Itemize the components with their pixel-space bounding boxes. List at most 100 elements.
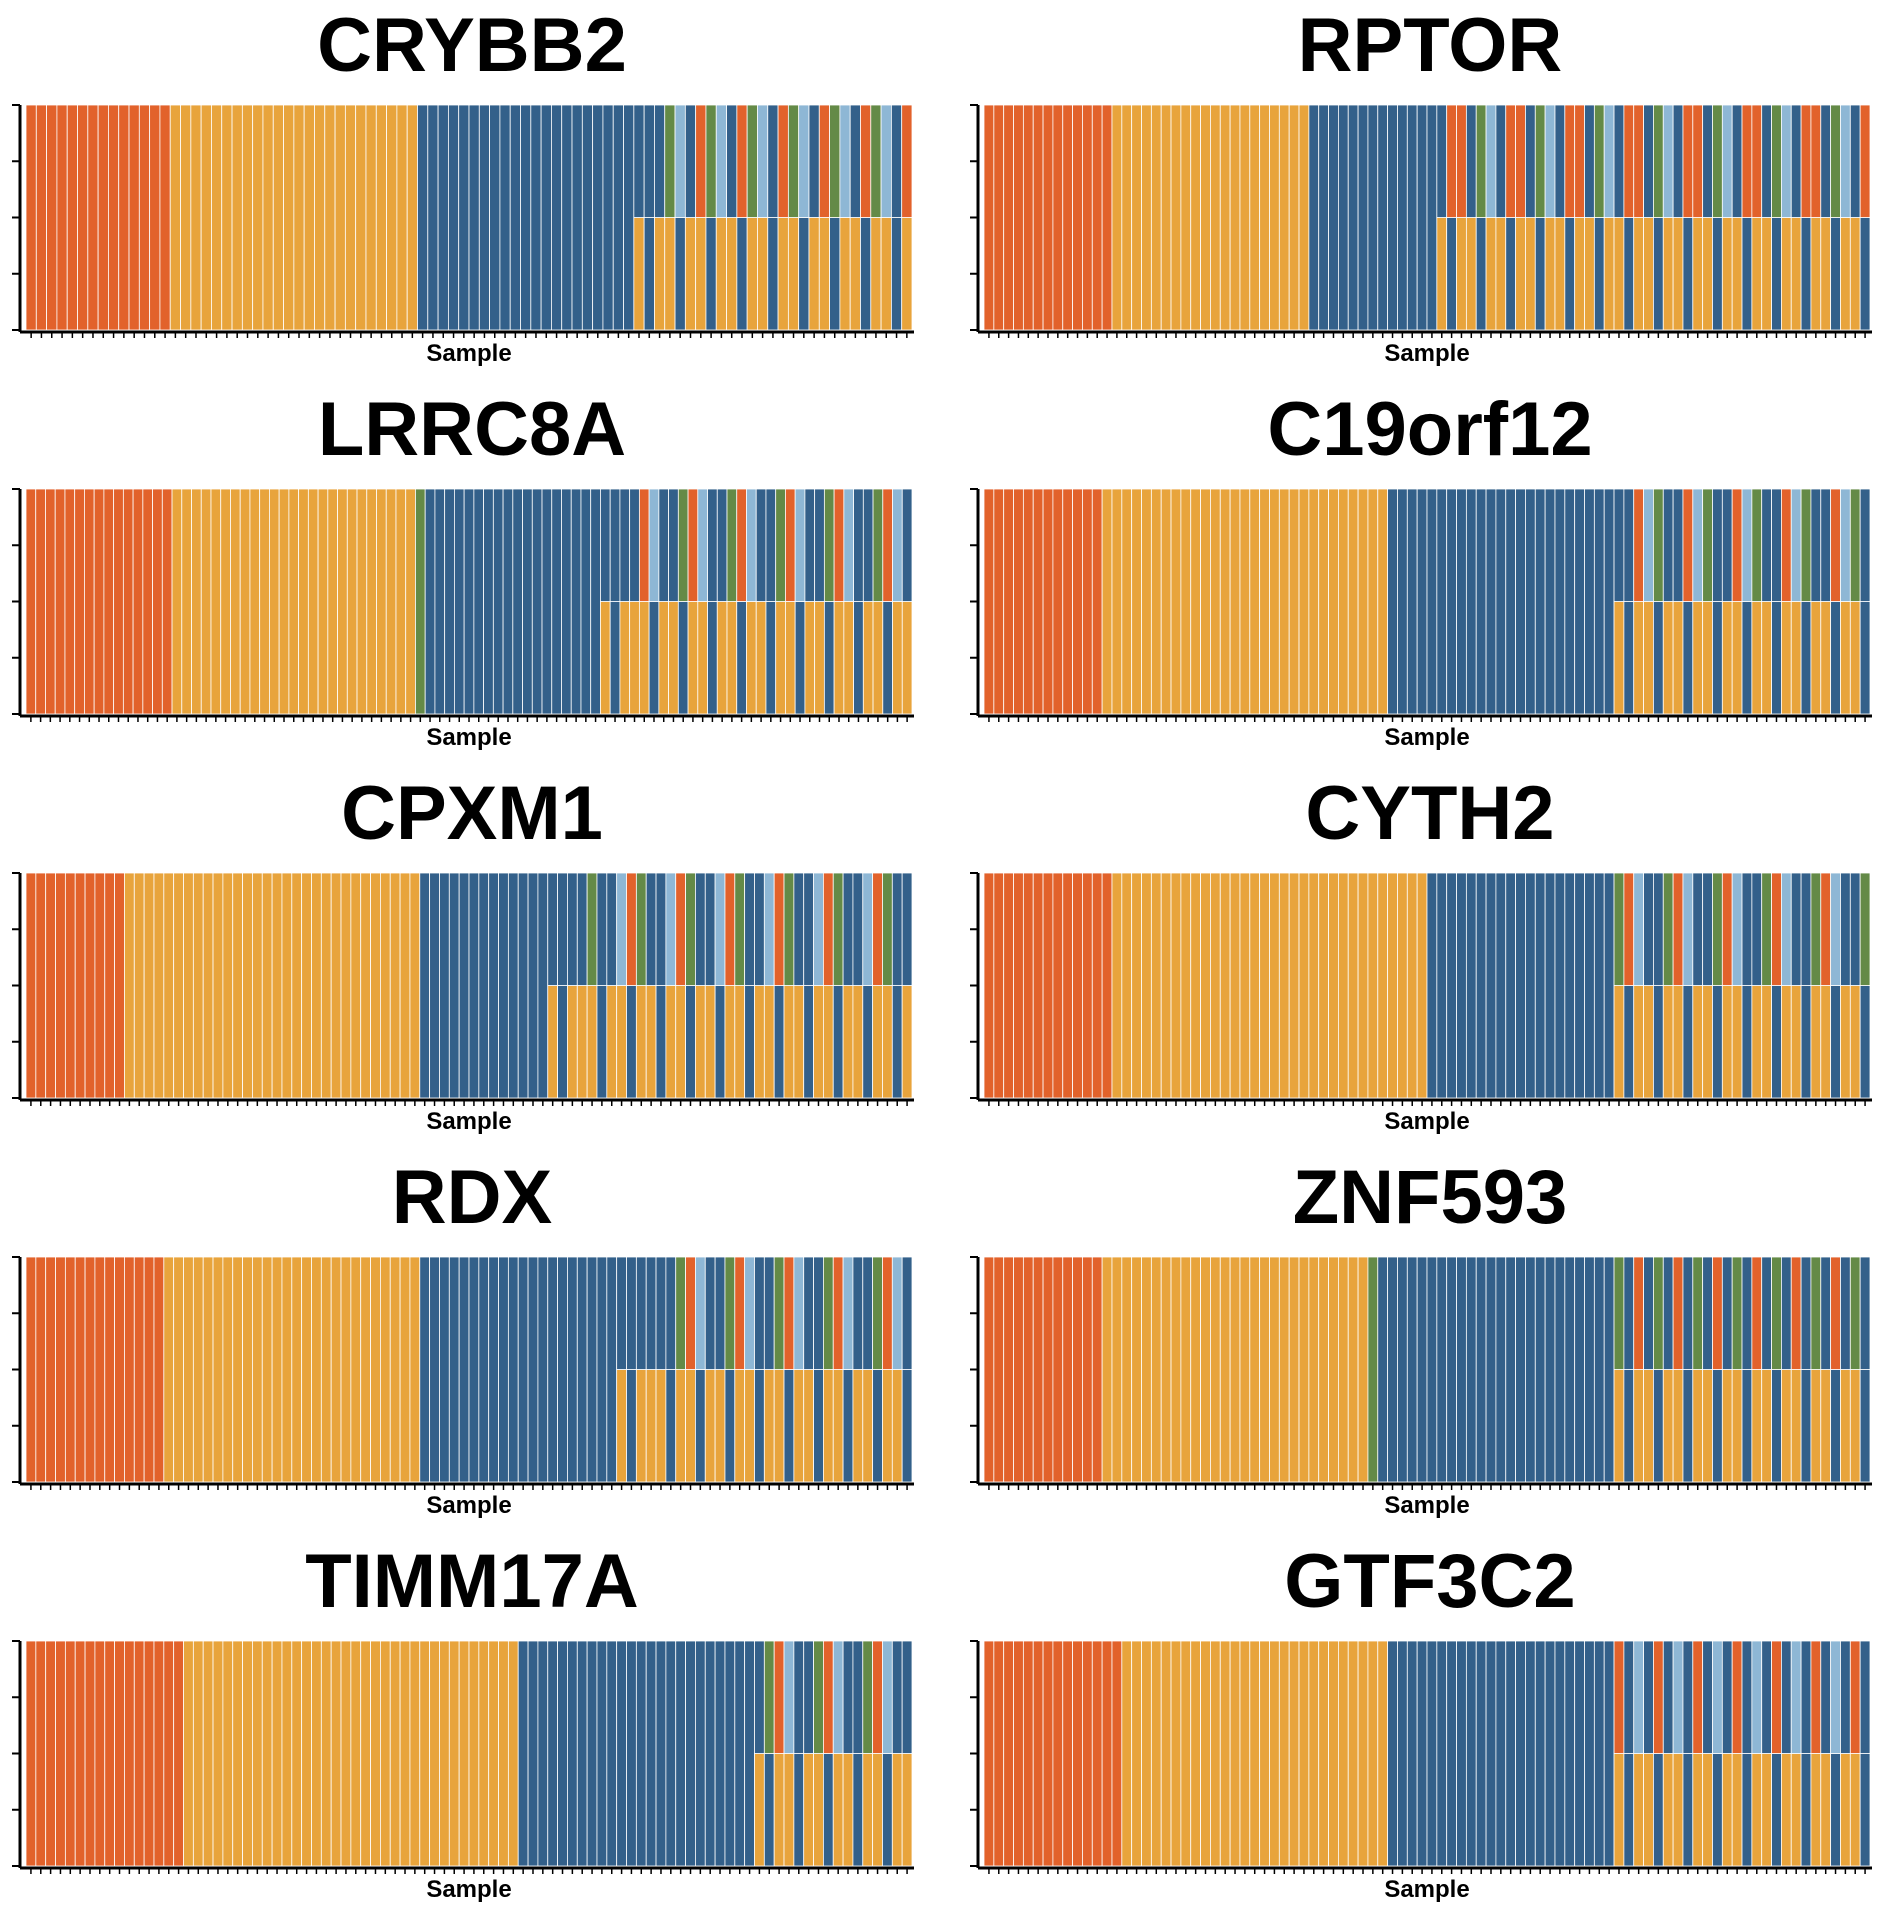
bar-segment-orange-red <box>1771 872 1782 986</box>
bar-segment-dark-blue <box>773 985 785 1099</box>
bar-segment-orange-red <box>993 104 1005 331</box>
bar-segment-orange-red <box>1072 1640 1083 1867</box>
bar-segment-dark-blue <box>517 872 529 1099</box>
bar-segment-orange-red <box>736 488 747 602</box>
bar-segment-dark-blue <box>1721 1640 1733 1754</box>
bar-segment-gold <box>1239 104 1251 331</box>
bar-segment-gold <box>1554 217 1566 331</box>
bar-segment-olive-green <box>677 488 689 602</box>
bar-segment-light-blue <box>832 1640 844 1754</box>
bar-segment-dark-blue <box>561 104 573 331</box>
bar-segment-dark-blue <box>1643 1256 1654 1370</box>
bar-segment-dark-blue <box>707 601 718 715</box>
bar-segment-dark-blue <box>1525 1256 1536 1483</box>
bar-segment-dark-blue <box>832 985 844 1099</box>
bar-segment-orange-red <box>25 1256 37 1483</box>
bar-segment-gold <box>654 217 666 331</box>
bar-segment-gold <box>1249 872 1261 1099</box>
bar-segment-gold <box>1141 104 1152 331</box>
bar-segment-gold <box>1210 1256 1221 1483</box>
bar-segment-dark-blue <box>852 1256 864 1370</box>
bar-segment-gold <box>163 872 175 1099</box>
bar-segment-dark-blue <box>1544 1640 1556 1867</box>
bar-segment-orange-red <box>773 872 785 986</box>
bar-segment-gold <box>1387 872 1398 1099</box>
bar-segment-olive-green <box>1800 488 1812 602</box>
bar-segment-gold <box>1840 217 1851 331</box>
bar-segment-gold <box>773 1369 785 1483</box>
bar-segment-orange-red <box>138 104 151 331</box>
bar-segment-orange-red <box>35 872 47 1099</box>
bar-segment-orange-red <box>1022 104 1034 331</box>
bar-segment-dark-blue <box>754 1369 765 1483</box>
bar-segment-dark-blue <box>645 1256 657 1370</box>
bar-segment-gold <box>1643 985 1654 1099</box>
bar-segment-dark-blue <box>1426 488 1438 715</box>
bar-segment-light-blue <box>1643 488 1654 602</box>
bar-segment-dark-blue <box>1771 217 1782 331</box>
bar-segment-gold <box>1849 601 1861 715</box>
bar-segment-dark-blue <box>1397 1256 1408 1483</box>
bar-segment-gold <box>375 104 387 331</box>
bar-segment-dark-blue <box>891 872 903 986</box>
bar-segment-dark-blue <box>1761 488 1772 602</box>
bar-segment-gold <box>852 985 864 1099</box>
bar-segment-dark-blue <box>1475 872 1487 1099</box>
bar-segment-orange-red <box>1072 104 1083 331</box>
bar-segment-dark-blue <box>1436 104 1448 218</box>
bar-segment-gold <box>1633 601 1644 715</box>
chart-title: CYTH2 <box>1305 771 1555 856</box>
bar-segment-gold <box>1190 488 1201 715</box>
bar-segment-dark-blue <box>1505 488 1517 715</box>
bar-segment-dark-blue <box>1584 104 1595 218</box>
bar-segment-dark-blue <box>1741 872 1753 986</box>
bar-segment-gold <box>1210 872 1221 1099</box>
bar-segment-light-blue <box>1544 104 1556 218</box>
bar-segment-dark-blue <box>1731 104 1743 218</box>
bar-segment-dark-blue <box>658 488 669 602</box>
bar-segment-dark-blue <box>665 1369 677 1483</box>
bar-segment-orange-red <box>1682 488 1694 602</box>
bar-segment-dark-blue <box>1436 488 1448 715</box>
bar-segment-dark-blue <box>1682 1640 1694 1754</box>
bar-segment-gold <box>1662 217 1674 331</box>
bar-segment-dark-blue <box>1593 872 1605 1099</box>
bar-segment-gold <box>1249 488 1261 715</box>
bar-segment-gold <box>252 872 263 1099</box>
bar-segment-dark-blue <box>724 1369 736 1483</box>
bar-segment-dark-blue <box>1771 985 1782 1099</box>
bar-segment-dark-blue <box>1653 872 1664 986</box>
bar-segment-dark-blue <box>427 104 439 331</box>
bar-segment-dark-blue <box>570 488 582 715</box>
bar-segment-gold <box>1761 1369 1772 1483</box>
bar-segment-gold <box>763 985 775 1099</box>
bar-segment-dark-blue <box>726 104 738 218</box>
bar-segment-dark-blue <box>547 1256 559 1483</box>
bar-segment-dark-blue <box>1741 1369 1753 1483</box>
bar-segment-gold <box>334 104 346 331</box>
bar-segment-dark-blue <box>1859 1753 1871 1867</box>
bar-segment-gold <box>823 1369 834 1483</box>
bar-segment-gold <box>379 1256 391 1483</box>
bar-segment-olive-green <box>1751 488 1763 602</box>
bar-segment-gold <box>211 104 223 331</box>
bar-segment-gold <box>355 104 367 331</box>
bar-segment-orange-red <box>1013 1256 1024 1483</box>
bar-segment-gold <box>1160 104 1172 331</box>
bar-segment-gold <box>1288 104 1300 331</box>
chart-panel: LRRC8A Sample <box>0 384 944 768</box>
bar-segment-dark-blue <box>655 1256 667 1370</box>
bar-segment-gold <box>301 1256 312 1483</box>
bar-segment-orange-red <box>87 104 99 331</box>
bar-segment-dark-blue <box>645 872 657 986</box>
bar-segment-dark-blue <box>808 104 820 218</box>
bar-segment-dark-blue <box>842 872 854 986</box>
bar-segment-olive-green <box>1367 1256 1379 1483</box>
bar-segment-dark-blue <box>677 601 689 715</box>
bar-segment-dark-blue <box>1712 488 1723 602</box>
bar-segment-gold <box>1278 488 1290 715</box>
bar-segment-orange-red <box>675 872 686 986</box>
bar-segment-orange-red <box>1013 488 1024 715</box>
bar-segment-gold <box>1790 1753 1802 1867</box>
bar-segment-gold <box>396 104 408 331</box>
